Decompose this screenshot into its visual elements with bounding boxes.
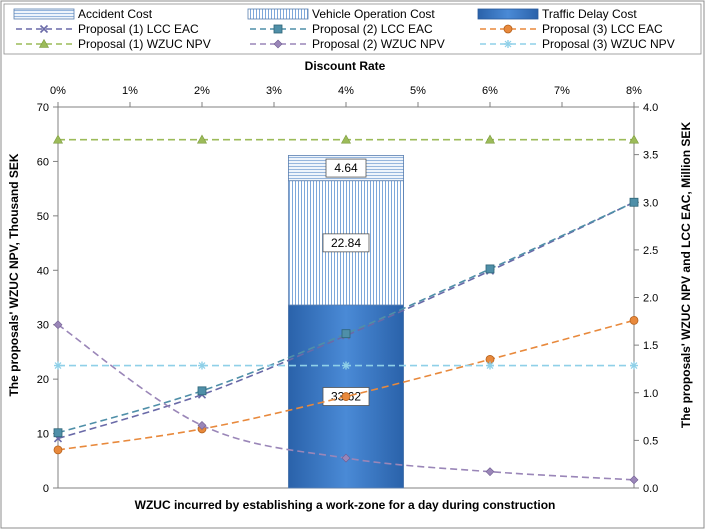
legend-label: Proposal (2) WZUC NPV bbox=[312, 37, 445, 51]
left-y-axis-title: The proposals' WZUC NPV, Thousand SEK bbox=[7, 153, 21, 396]
data-point-proposal-2-wzuc-npv bbox=[629, 475, 639, 485]
series-proposal-2-lcc-eac bbox=[53, 197, 639, 438]
legend-marker bbox=[504, 40, 512, 48]
series-line-proposal-1-lcc-eac bbox=[57, 201, 635, 440]
legend-swatch bbox=[247, 8, 309, 20]
right-y-tick-label: 0.0 bbox=[643, 483, 658, 495]
data-point-proposal-3-wzuc-npv bbox=[198, 361, 206, 370]
legend-box bbox=[3, 3, 702, 55]
series-proposal-3-wzuc-npv bbox=[54, 361, 638, 370]
right-y-tick-label: 2.0 bbox=[643, 293, 658, 305]
data-point-proposal-3-lcc-eac bbox=[341, 392, 351, 401]
data-point-proposal-3-wzuc-npv bbox=[486, 361, 494, 370]
data-point-proposal-3-lcc-eac bbox=[53, 445, 63, 455]
left-y-tick-label: 30 bbox=[37, 320, 49, 332]
top-x-tick-label: 2% bbox=[194, 85, 210, 97]
legend-item-proposal-3-wzuc-npv: Proposal (3) WZUC NPV bbox=[480, 37, 675, 51]
top-x-tick-label: 4% bbox=[338, 85, 354, 97]
legend-label: Proposal (1) LCC EAC bbox=[78, 22, 199, 36]
legend-label: Traffic Delay Cost bbox=[542, 7, 637, 21]
legend-marker bbox=[273, 39, 283, 49]
data-point-proposal-2-lcc-eac bbox=[53, 428, 63, 438]
left-y-tick-label: 20 bbox=[37, 374, 49, 386]
top-x-tick-label: 5% bbox=[410, 85, 426, 97]
data-point-proposal-2-lcc-eac bbox=[341, 329, 351, 339]
data-point-proposal-2-wzuc-npv bbox=[53, 320, 63, 330]
data-point-proposal-1-wzuc-npv bbox=[628, 134, 640, 144]
top-x-tick-label: 8% bbox=[626, 85, 642, 97]
legend-item-vehicle-operation-cost: Vehicle Operation Cost bbox=[247, 7, 435, 21]
legend-label: Proposal (1) WZUC NPV bbox=[78, 37, 211, 51]
legend-label: Accident Cost bbox=[78, 7, 153, 21]
top-x-tick-label: 3% bbox=[266, 85, 282, 97]
left-y-tick-label: 70 bbox=[37, 102, 49, 114]
legend-label: Vehicle Operation Cost bbox=[312, 7, 435, 21]
top-x-tick-label: 6% bbox=[482, 85, 498, 97]
right-y-tick-label: 3.5 bbox=[643, 150, 658, 162]
data-point-proposal-1-wzuc-npv bbox=[196, 134, 208, 144]
legend-swatch bbox=[477, 8, 539, 20]
legend-label: Proposal (3) LCC EAC bbox=[542, 22, 663, 36]
series-proposal-2-wzuc-npv bbox=[53, 320, 639, 485]
legend-marker bbox=[38, 38, 50, 48]
legend-item-proposal-1-lcc-eac: Proposal (1) LCC EAC bbox=[16, 22, 199, 36]
plot-area: 0% 1% 2% 3% 4% 5% 6% 7% 8% 0 10 20 30 40 50 60 70 0.0 0.5 1… bbox=[37, 85, 659, 495]
top-x-tick-label: 0% bbox=[50, 85, 66, 97]
legend: Accident Cost Vehicle Operation Cost Traff… bbox=[3, 3, 702, 55]
legend-item-proposal-1-wzuc-npv: Proposal (1) WZUC NPV bbox=[16, 37, 211, 51]
data-point-proposal-2-wzuc-npv bbox=[485, 467, 495, 477]
top-x-tick-label: 1% bbox=[122, 85, 138, 97]
bar-label-box bbox=[322, 233, 370, 253]
legend-marker bbox=[39, 24, 49, 34]
right-y-tick-label: 1.5 bbox=[643, 340, 658, 352]
data-point-proposal-2-lcc-eac bbox=[197, 386, 207, 396]
left-y-tick-label: 60 bbox=[37, 156, 49, 168]
legend-marker bbox=[503, 24, 513, 34]
legend-swatch bbox=[13, 8, 75, 20]
legend-label: Proposal (3) WZUC NPV bbox=[542, 37, 675, 51]
legend-item-proposal-3-lcc-eac: Proposal (3) LCC EAC bbox=[480, 22, 663, 36]
right-y-tick-label: 2.5 bbox=[643, 245, 658, 257]
legend-item-accident-cost: Accident Cost bbox=[13, 7, 153, 21]
data-point-proposal-3-wzuc-npv bbox=[342, 361, 350, 370]
data-point-proposal-1-wzuc-npv bbox=[52, 134, 64, 144]
data-point-proposal-3-wzuc-npv bbox=[630, 361, 638, 370]
legend-item-proposal-2-wzuc-npv: Proposal (2) WZUC NPV bbox=[250, 37, 445, 51]
data-point-proposal-2-wzuc-npv bbox=[341, 453, 351, 463]
right-y-tick-label: 1.0 bbox=[643, 388, 658, 400]
right-y-tick-label: 3.0 bbox=[643, 197, 658, 209]
data-point-proposal-1-wzuc-npv bbox=[340, 134, 352, 144]
legend-item-traffic-delay-cost: Traffic Delay Cost bbox=[477, 7, 637, 21]
right-y-tick-label: 0.5 bbox=[643, 435, 658, 447]
bar-data-label-accident-cost: 4.64 bbox=[334, 161, 358, 175]
left-y-tick-label: 50 bbox=[37, 211, 49, 223]
data-point-proposal-2-lcc-eac bbox=[629, 197, 639, 207]
top-x-tick-label: 7% bbox=[554, 85, 570, 97]
right-y-axis-title: The proposals' WZUC NPV and LCC EAC, Mil… bbox=[679, 122, 693, 429]
data-point-proposal-2-wzuc-npv bbox=[197, 420, 207, 430]
left-y-tick-label: 40 bbox=[37, 265, 49, 277]
bottom-x-axis-title: WZUC incurred by establishing a work-zon… bbox=[135, 498, 556, 512]
left-y-tick-label: 0 bbox=[43, 483, 49, 495]
legend-marker bbox=[273, 24, 283, 34]
data-point-proposal-1-wzuc-npv bbox=[484, 134, 496, 144]
data-point-proposal-2-lcc-eac bbox=[485, 264, 495, 274]
series-proposal-1-wzuc-npv bbox=[52, 134, 640, 144]
legend-label: Proposal (2) LCC EAC bbox=[312, 22, 433, 36]
top-x-axis-title: Discount Rate bbox=[305, 59, 386, 73]
bar-data-label-vehicle-operation-cost: 22.84 bbox=[331, 236, 361, 250]
data-point-proposal-3-lcc-eac bbox=[629, 315, 639, 325]
legend-item-proposal-2-lcc-eac: Proposal (2) LCC EAC bbox=[250, 22, 433, 36]
bar-label-box bbox=[325, 158, 367, 178]
left-y-tick-label: 10 bbox=[37, 429, 49, 441]
data-point-proposal-3-wzuc-npv bbox=[54, 361, 62, 370]
right-y-tick-label: 4.0 bbox=[643, 102, 658, 114]
